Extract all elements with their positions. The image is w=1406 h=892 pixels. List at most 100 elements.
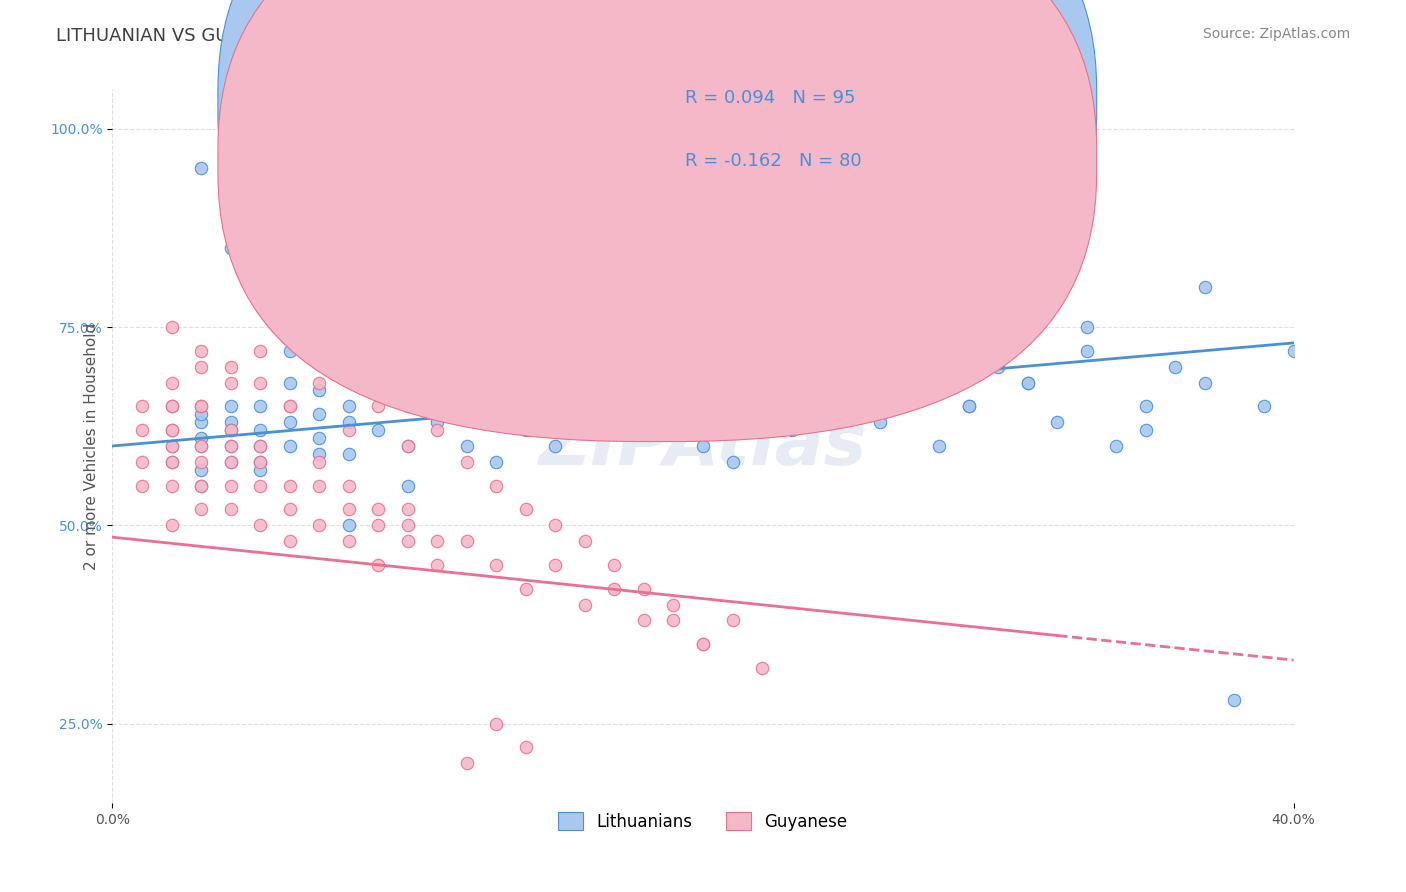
Point [278,502,301,516]
Point [544,558,567,572]
Point [249,455,271,469]
Point [396,478,419,492]
Point [721,614,744,628]
Point [544,376,567,390]
Point [1282,343,1305,358]
Point [869,415,891,429]
Point [160,439,183,453]
Point [1017,376,1039,390]
Point [1253,400,1275,414]
Point [278,343,301,358]
Point [160,478,183,492]
Point [367,376,389,390]
Point [190,407,212,421]
Point [515,400,537,414]
Point [662,320,685,334]
Point [337,415,360,429]
Point [839,359,862,374]
Point [190,455,212,469]
Point [219,502,242,516]
Point [249,518,271,533]
Point [249,343,271,358]
Text: R = 0.094   N = 95: R = 0.094 N = 95 [685,89,855,107]
Point [1194,280,1216,294]
Point [456,756,478,771]
Point [574,415,596,429]
Point [603,582,626,596]
Point [898,343,921,358]
Point [308,384,330,398]
Point [367,423,389,437]
Point [456,455,478,469]
Point [515,740,537,755]
Point [278,376,301,390]
Point [1223,692,1246,706]
Point [367,558,389,572]
Point [751,661,773,675]
Point [190,431,212,445]
Point [485,478,508,492]
Point [957,400,980,414]
Point [426,534,449,549]
Point [515,582,537,596]
Point [160,455,183,469]
Point [308,343,330,358]
Text: Source: ZipAtlas.com: Source: ZipAtlas.com [1202,27,1350,41]
Point [780,296,803,310]
Point [190,439,212,453]
Point [308,478,330,492]
Point [249,463,271,477]
Point [396,502,419,516]
Point [426,335,449,350]
Point [278,478,301,492]
Point [396,534,419,549]
Point [190,359,212,374]
Point [839,376,862,390]
Point [131,478,153,492]
Point [692,439,714,453]
Point [308,431,330,445]
Y-axis label: 2 or more Vehicles in Household: 2 or more Vehicles in Household [83,322,98,570]
Point [219,423,242,437]
Point [1105,439,1128,453]
Point [603,376,626,390]
Point [219,439,242,453]
Point [456,343,478,358]
Point [810,359,832,374]
Point [485,558,508,572]
Point [692,637,714,651]
Point [751,400,773,414]
Point [278,400,301,414]
Point [456,534,478,549]
Point [308,376,330,390]
Point [190,400,212,414]
Point [160,455,183,469]
Point [160,400,183,414]
Point [337,534,360,549]
Point [957,400,980,414]
Point [190,161,212,176]
Point [633,582,655,596]
Point [367,502,389,516]
Point [662,343,685,358]
Point [337,502,360,516]
Point [426,423,449,437]
Point [692,637,714,651]
Point [515,502,537,516]
Point [485,400,508,414]
Point [337,518,360,533]
Point [396,400,419,414]
Point [633,614,655,628]
Point [1135,423,1157,437]
Point [278,400,301,414]
Point [396,439,419,453]
Point [426,415,449,429]
Point [928,439,950,453]
Point [987,359,1010,374]
Text: ZIPAtlas: ZIPAtlas [538,411,868,481]
Point [190,343,212,358]
Point [515,423,537,437]
Point [367,400,389,414]
Point [219,439,242,453]
Point [396,439,419,453]
